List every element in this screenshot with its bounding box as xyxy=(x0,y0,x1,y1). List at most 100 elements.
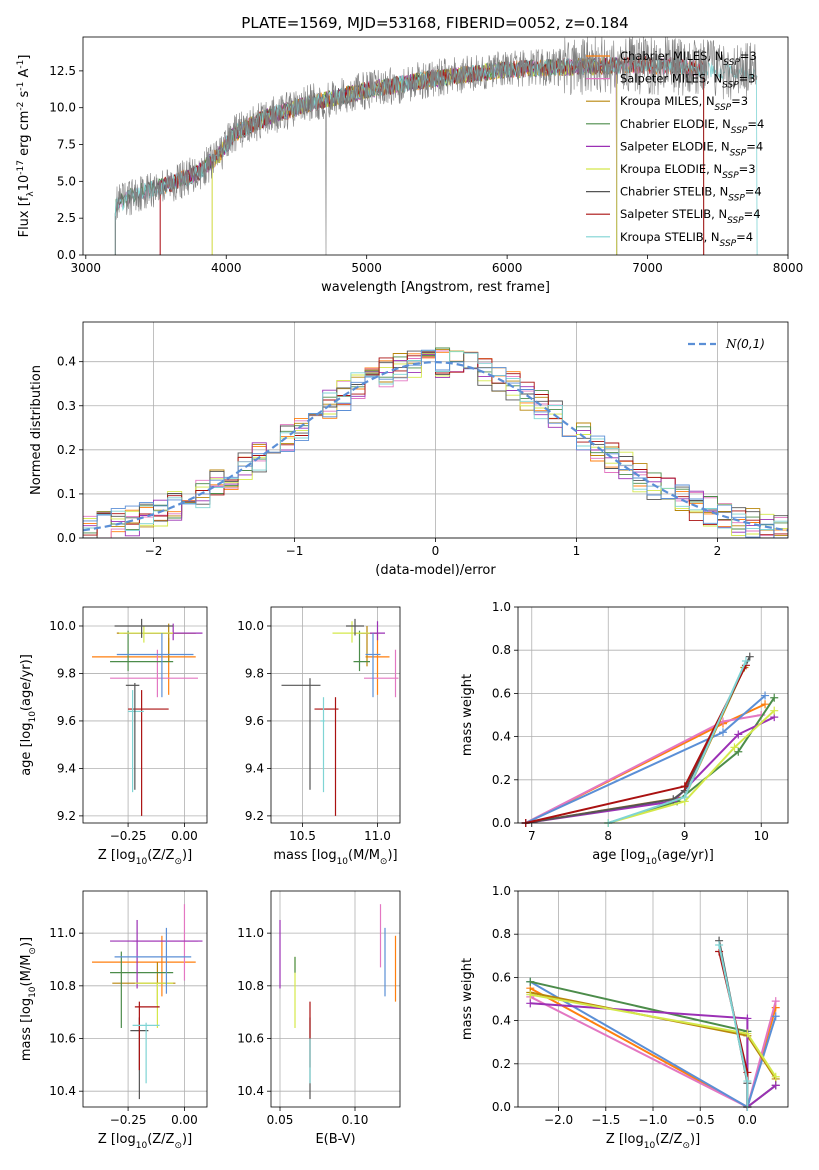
x-axis-label: Z [log10(Z/Z⊙)] xyxy=(98,848,192,867)
age_vs_Z-ytick-label: 9.4 xyxy=(57,761,76,775)
residuals-panel: −2 −1 0 1 2 0.0 0.1 0.2 0.3 0.4 (data-model)/error… xyxy=(29,321,789,578)
mass_vs_Z-xtick-label: 0.00 xyxy=(171,1113,198,1127)
mass_weight_vs_age-ytick-label: 0.6 xyxy=(492,686,511,700)
y-axis-label: age [log10(age/yr)] xyxy=(19,654,38,776)
age_vs_mass-ytick-label: 9.2 xyxy=(245,809,264,823)
weight-series-line xyxy=(525,667,746,824)
mass_vs_EBV-ytick-label: 10.8 xyxy=(237,979,264,993)
legend-entry: Salpeter STELIB, NSSP=4 xyxy=(620,207,761,226)
mass_vs_EBV-ytick-label: 10.4 xyxy=(237,1084,264,1098)
spectrum-xtick-label: 5000 xyxy=(351,261,382,275)
figure-title: PLATE=1569, MJD=53168, FIBERID=0052, z=0… xyxy=(241,14,628,32)
mass_weight_vs_Z-ytick-label: 0.0 xyxy=(492,1100,511,1114)
spectrum-frame xyxy=(82,36,789,256)
weight-point-marker xyxy=(734,747,743,756)
mass_vs_EBV-ytick-label: 10.6 xyxy=(237,1032,264,1046)
mass_weight_vs_age-xtick-label: 10 xyxy=(754,829,769,843)
weight-point-marker xyxy=(734,730,743,739)
mass_weight_vs_Z-xtick-label: −0.5 xyxy=(686,1113,715,1127)
weight-point-marker xyxy=(741,657,750,665)
mass_weight_vs_age-ytick-label: 0.0 xyxy=(492,816,511,830)
mass_weight_vs_age-ytick-label: 0.4 xyxy=(492,730,511,744)
x-axis-label: Z [log10(Z/Z⊙)] xyxy=(98,1132,192,1151)
mass_weight_vs_age-xtick-label: 7 xyxy=(528,829,536,843)
x-axis-label: Z [log10(Z/Z⊙)] xyxy=(606,1132,700,1151)
spectrum-panel: 3000 4000 5000 6000 7000 8000 0.0 2.5 5.0 7.5 10.0… xyxy=(16,36,804,295)
hist-xtick-label: −2 xyxy=(145,544,163,558)
mass_vs_Z-panel: −0.25 0.00 10.4 10.6 10.8 11.0 Z [log10(Z/Z⊙)]… xyxy=(19,890,208,1151)
weight-point-marker xyxy=(771,1012,780,1021)
weight-point-marker xyxy=(743,1029,752,1038)
weight-point-marker xyxy=(770,706,779,715)
mass_vs_EBV-xtick-label: 0.10 xyxy=(342,1113,369,1127)
age_vs_mass-ytick-label: 9.4 xyxy=(245,761,264,775)
weight-point-marker xyxy=(526,990,535,999)
age_vs_Z-ytick-label: 10.0 xyxy=(49,619,76,633)
hist-xtick-label: 0 xyxy=(432,544,440,558)
x-axis-label: mass [log10(M/M⊙)] xyxy=(273,848,397,867)
age_vs_Z-xtick-label: −0.25 xyxy=(110,829,147,843)
age_vs_mass-xtick-label: 10.5 xyxy=(289,829,316,843)
mass_vs_Z-ytick-label: 10.4 xyxy=(49,1084,76,1098)
mass_vs_EBV-panel: 0.05 0.10 10.4 10.6 10.8 11.0 E(B-V) xyxy=(237,890,401,1147)
mass_weight_vs_age-frame xyxy=(517,606,789,824)
weight-point-marker xyxy=(761,700,770,709)
age_vs_mass-frame xyxy=(270,606,401,824)
age_vs_Z-ytick-label: 9.8 xyxy=(57,666,76,680)
mass_weight_vs_Z-ytick-label: 1.0 xyxy=(492,884,511,898)
mass_weight_vs_age-ytick-label: 1.0 xyxy=(492,600,511,614)
age_vs_Z-ytick-label: 9.6 xyxy=(57,714,76,728)
mass_weight_vs_age-xtick-label: 9 xyxy=(681,829,689,843)
mass_weight_vs_age-panel: 7 8 9 10 0.0 0.2 0.4 0.6 0.8 1.0 age [log10(age/yr… xyxy=(460,600,789,867)
weight-point-marker xyxy=(730,743,739,752)
mass_vs_EBV-ytick-label: 11.0 xyxy=(237,926,264,940)
mass_weight_vs_Z-panel: −2.0 −1.5 −1.0 −0.5 0.0 0.0 0.2 0.4 0.6 0.8 1.0 Z [… xyxy=(460,884,789,1151)
x-axis-label: age [log10(age/yr)] xyxy=(592,848,714,867)
x-axis-label: (data-model)/error xyxy=(375,563,496,578)
y-axis-label: Flux [fλ10-17 erg cm-2 s-1 A-1] xyxy=(16,55,36,238)
weight-point-marker xyxy=(743,1014,752,1023)
legend-entry: Chabrier STELIB, NSSP=4 xyxy=(620,185,762,204)
mass_weight_vs_Z-ytick-label: 0.6 xyxy=(492,970,511,984)
weight-point-marker xyxy=(680,782,689,791)
weight-point-marker xyxy=(715,941,724,949)
mass_weight_vs_age-xtick-label: 8 xyxy=(604,829,612,843)
hist-plot-area xyxy=(83,347,788,538)
hist-ytick-label: 0.4 xyxy=(57,355,76,369)
hist-xtick-label: 2 xyxy=(714,544,722,558)
hist-ytick-label: 0.1 xyxy=(57,487,76,501)
mass_vs_EBV-xtick-label: 0.05 xyxy=(267,1113,294,1127)
mass_weight_vs_Z-xtick-label: −2.0 xyxy=(544,1113,573,1127)
mass_vs_Z-ytick-label: 11.0 xyxy=(49,926,76,940)
mass_vs_Z-ytick-label: 10.8 xyxy=(49,979,76,993)
hist-ytick-label: 0.3 xyxy=(57,399,76,413)
age_vs_mass-ytick-label: 10.0 xyxy=(237,619,264,633)
spectrum-ytick-label: 12.5 xyxy=(49,64,76,78)
legend-entry: Kroupa MILES, NSSP=3 xyxy=(620,94,748,113)
legend-entry: Chabrier MILES, NSSP=3 xyxy=(620,49,757,68)
age_vs_mass-xtick-label: 11.0 xyxy=(364,829,391,843)
legend-entry: Salpeter MILES, NSSP=3 xyxy=(620,72,756,91)
weight-point-marker xyxy=(680,793,689,802)
hist-frame xyxy=(82,321,789,539)
weight-series-line xyxy=(525,664,747,824)
mass_vs_Z-xtick-label: −0.25 xyxy=(110,1113,147,1127)
spectrum-xtick-label: 3000 xyxy=(71,261,102,275)
spectrum-ytick-label: 2.5 xyxy=(57,211,76,225)
spectrum-xtick-label: 8000 xyxy=(773,261,804,275)
spectrum-xtick-label: 6000 xyxy=(492,261,523,275)
spectrum-ytick-label: 7.5 xyxy=(57,138,76,152)
mass_weight_vs_Z-xtick-label: −1.5 xyxy=(591,1113,620,1127)
age_vs_Z-frame xyxy=(82,606,208,824)
weight-point-marker xyxy=(770,693,779,702)
hist-xtick-label: 1 xyxy=(573,544,581,558)
mass_weight_vs_Z-frame xyxy=(517,890,789,1108)
weight-point-marker xyxy=(771,1081,780,1090)
x-axis-label: E(B-V) xyxy=(315,1132,355,1147)
mass_weight_vs_Z-xtick-label: 0.0 xyxy=(738,1113,757,1127)
weight-series-line xyxy=(608,709,775,824)
histogram-series xyxy=(83,349,788,538)
mass_weight_vs_Z-xtick-label: −1.0 xyxy=(638,1113,667,1127)
weight-point-marker xyxy=(745,652,754,661)
weight-point-marker xyxy=(761,691,770,700)
